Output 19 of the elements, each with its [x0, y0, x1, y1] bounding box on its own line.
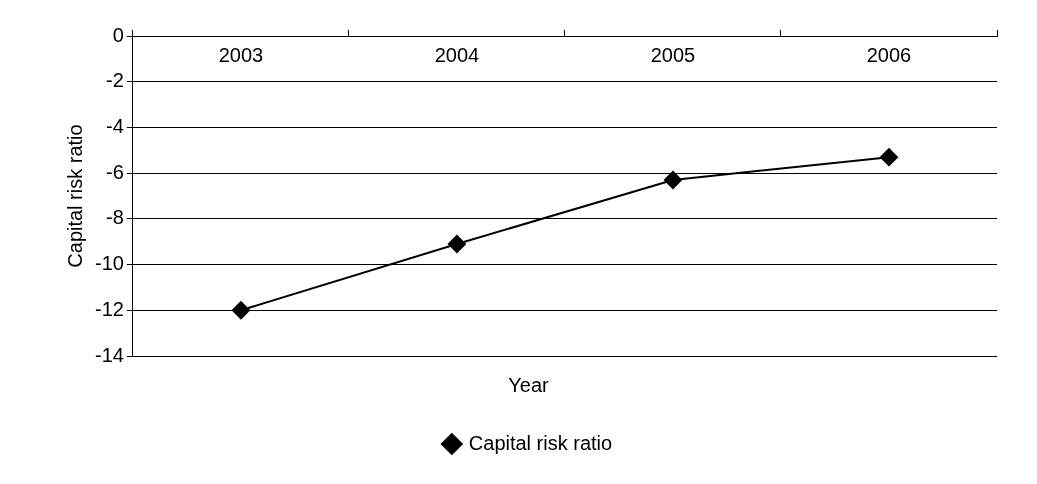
- y-tick-label: -12: [95, 297, 124, 320]
- y-tick-label: -2: [106, 69, 124, 92]
- y-tick-label: -4: [106, 114, 124, 137]
- y-tick-label: -6: [106, 160, 124, 183]
- point: [447, 235, 466, 253]
- point: [231, 301, 250, 320]
- x-tick-label: 2006: [866, 43, 912, 66]
- x-tick-label: 2004: [434, 43, 480, 66]
- y-tick-label: -10: [95, 252, 124, 275]
- point: [879, 148, 898, 167]
- y-tick-label: -14: [95, 343, 124, 366]
- y-tick-label: -8: [106, 206, 124, 229]
- x-tick-label: 2005: [650, 43, 696, 66]
- x-axis-title: Year: [508, 373, 550, 396]
- point: [663, 171, 682, 189]
- x-tick-label: 2003: [218, 43, 264, 66]
- y-tick-label: 0: [112, 23, 124, 46]
- legend-label: Capital risk ratio: [468, 431, 613, 454]
- y-axis-title: Capital risk ratio: [63, 124, 86, 268]
